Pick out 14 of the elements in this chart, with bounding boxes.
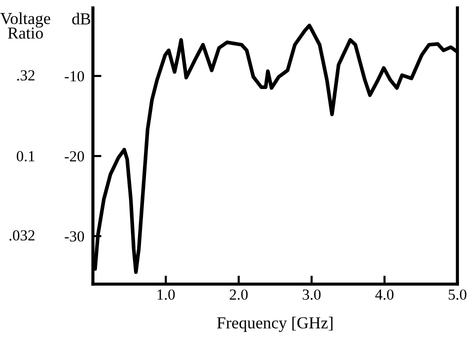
y2-axis-title: Voltage Ratio [0,12,50,39]
x-tick-label: 4.0 [375,289,394,300]
y-tick-label: -30 [64,231,84,242]
x-tick-label: 5.0 [448,289,466,300]
x-tick-label: 2.0 [230,289,248,300]
y2-tick-label: .032 [10,230,34,241]
x-tick-label: 3.0 [302,289,321,300]
y2-tick-label: .32 [17,70,34,81]
x-axis-title: Frequency [GHz] [217,316,332,332]
y-axis-title: dB [72,12,90,25]
y-tick-label: -10 [64,71,84,82]
y-tick-label: -20 [64,151,84,162]
y2-tick-label: 0.1 [16,151,34,162]
x-tick-label: 1.0 [158,289,175,300]
